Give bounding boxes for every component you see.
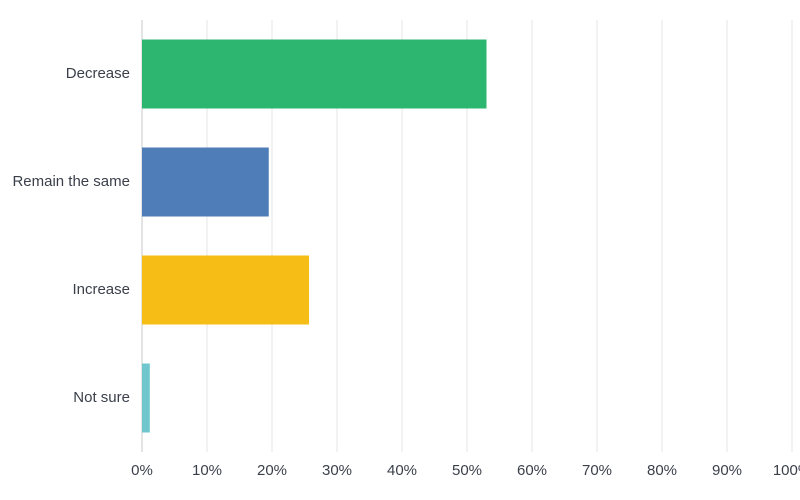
y-tick-label: Remain the same — [12, 173, 130, 190]
x-tick-label: 70% — [582, 462, 612, 479]
x-tick-label: 40% — [387, 462, 417, 479]
x-tick-label: 10% — [192, 462, 222, 479]
x-tick-label: 80% — [647, 462, 677, 479]
y-tick-label: Decrease — [66, 65, 130, 82]
y-tick-label: Not sure — [73, 389, 130, 406]
x-tick-label: 100% — [773, 462, 800, 479]
y-tick-label: Increase — [72, 281, 130, 298]
bar — [142, 147, 269, 217]
bar — [142, 255, 310, 325]
x-tick-label: 60% — [517, 462, 547, 479]
x-tick-label: 30% — [322, 462, 352, 479]
x-tick-label: 20% — [257, 462, 287, 479]
bar — [142, 39, 487, 109]
x-tick-label: 90% — [712, 462, 742, 479]
x-tick-label: 0% — [131, 462, 153, 479]
bar — [142, 363, 150, 433]
x-tick-label: 50% — [452, 462, 482, 479]
